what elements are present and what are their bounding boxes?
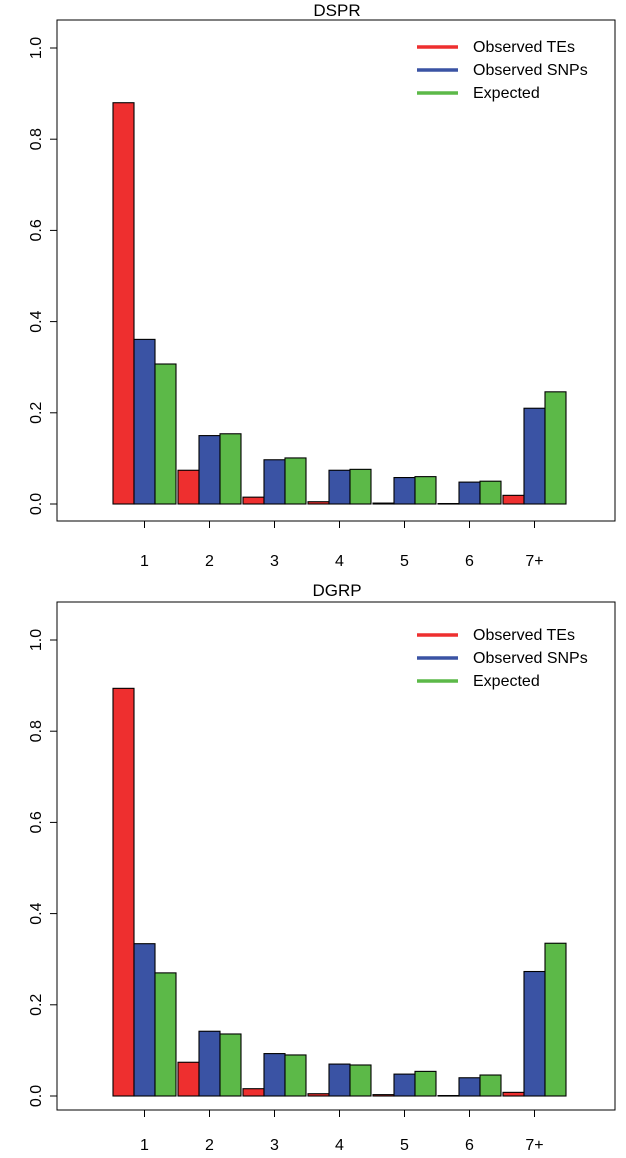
bar <box>414 476 437 505</box>
y-tick-label: 0.0 <box>28 1085 45 1107</box>
x-tick-label: 7+ <box>525 553 543 570</box>
y-tick-label: 0.8 <box>28 720 45 742</box>
legend-entry: Observed SNPs <box>473 62 588 79</box>
bar <box>177 1061 200 1097</box>
bar <box>458 1077 481 1097</box>
bar <box>502 1091 525 1097</box>
bar <box>502 494 525 505</box>
bar <box>523 407 546 505</box>
y-tick-label: 1.0 <box>28 37 45 59</box>
y-tick-label: 0.4 <box>28 902 45 924</box>
x-tick-label: 5 <box>400 1137 409 1154</box>
bar <box>437 502 460 505</box>
x-tick-label: 6 <box>465 553 474 570</box>
legend-entry: Observed TEs <box>473 627 575 644</box>
x-tick-label: 4 <box>335 553 344 570</box>
x-tick-label: 1 <box>140 553 149 570</box>
y-tick-label: 0.8 <box>28 128 45 150</box>
bar <box>372 502 395 505</box>
y-tick-label: 0.2 <box>28 994 45 1016</box>
chart-title: DSPR <box>313 1 360 20</box>
bar <box>284 457 307 505</box>
bar <box>133 943 156 1097</box>
bar <box>372 1094 395 1097</box>
plot-frame <box>56 601 616 1111</box>
bar <box>177 469 200 505</box>
bar <box>544 391 567 505</box>
legend-entry: Observed TEs <box>473 39 575 56</box>
bar <box>523 970 546 1097</box>
legend-entry: Observed SNPs <box>473 650 588 667</box>
bar <box>437 1094 460 1097</box>
bar <box>393 477 416 505</box>
bar <box>154 363 177 505</box>
y-tick-label: 0.2 <box>28 402 45 424</box>
bar <box>242 1088 265 1097</box>
bar <box>414 1070 437 1097</box>
bar <box>284 1054 307 1097</box>
bar <box>219 1033 242 1097</box>
y-tick-label: 0.6 <box>28 811 45 833</box>
x-tick-label: 2 <box>205 553 214 570</box>
y-tick-label: 0.6 <box>28 219 45 241</box>
y-tick-label: 0.4 <box>28 310 45 332</box>
y-tick-label: 1.0 <box>28 629 45 651</box>
legend-entry: Expected <box>473 85 540 102</box>
bar <box>112 102 135 505</box>
x-tick-label: 3 <box>270 553 279 570</box>
bar <box>307 501 330 505</box>
bar <box>219 433 242 505</box>
x-tick-label: 7+ <box>525 1137 543 1154</box>
bar <box>263 459 286 505</box>
bar <box>198 435 221 505</box>
plot-frame <box>56 19 616 522</box>
bar <box>349 468 372 505</box>
x-tick-label: 5 <box>400 553 409 570</box>
chart-title: DGRP <box>312 581 361 600</box>
bar <box>349 1064 372 1097</box>
bar <box>458 481 481 505</box>
x-tick-label: 4 <box>335 1137 344 1154</box>
chart-panel-dgrp: DGRP 0.0 0.2 0.4 0.6 0.8 1.0 1 2 3 4 5 6 7+ Observed T… <box>28 581 616 1154</box>
bar <box>154 972 177 1097</box>
x-tick-label: 6 <box>465 1137 474 1154</box>
bar <box>544 942 567 1097</box>
legend-entry: Expected <box>473 673 540 690</box>
bar <box>328 469 351 505</box>
bar <box>133 338 156 505</box>
chart-panel-dspr: DSPR 0.0 0.2 0.4 0.6 0.8 1.0 1 2 3 4 5 6 7+ Observed T… <box>28 1 616 570</box>
bar <box>242 496 265 505</box>
bar <box>198 1030 221 1097</box>
x-tick-label: 3 <box>270 1137 279 1154</box>
bar <box>263 1053 286 1097</box>
bar <box>307 1093 330 1097</box>
bar <box>393 1073 416 1097</box>
bar <box>328 1063 351 1097</box>
y-tick-label: 0.0 <box>28 493 45 515</box>
bar <box>479 1074 502 1097</box>
bar <box>112 687 135 1097</box>
bar <box>479 480 502 505</box>
x-tick-label: 2 <box>205 1137 214 1154</box>
x-tick-label: 1 <box>140 1137 149 1154</box>
